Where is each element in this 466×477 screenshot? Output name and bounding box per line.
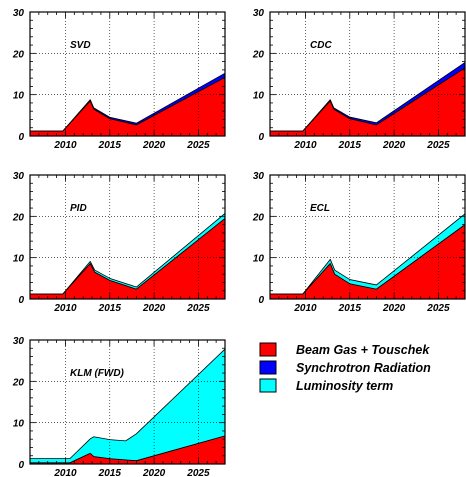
panel-title: SVD [70, 40, 91, 51]
x-tick-label: 2015 [338, 140, 362, 151]
y-tick-label: 10 [13, 419, 25, 430]
x-tick-label: 2015 [98, 303, 122, 314]
y-tick-label: 20 [252, 49, 265, 60]
y-tick-label: 20 [252, 212, 265, 223]
y-tick-label: 0 [258, 132, 264, 143]
x-tick-label: 2025 [186, 303, 210, 314]
y-tick-label: 0 [18, 460, 24, 471]
panel-pid: 2010 2015 2020 2025 0 10 20 30 PID [12, 171, 226, 314]
legend: Beam Gas + Touschek Synchrotron Radiation… [259, 342, 431, 393]
x-tick-label: 2020 [382, 140, 406, 151]
x-tick-label: 2015 [98, 468, 122, 477]
panel-title: ECL [310, 203, 330, 214]
x-tick-label: 2025 [186, 468, 210, 477]
panel-title: KLM (FWD) [70, 368, 125, 379]
x-tick-label: 2010 [53, 140, 77, 151]
legend-label: Synchrotron Radiation [296, 361, 431, 375]
plot-frame [29, 11, 226, 137]
plot-frame [29, 339, 226, 465]
area-beam-gas-touschek [270, 224, 465, 299]
x-tick-label: 2020 [142, 468, 166, 477]
area-luminosity-term [30, 348, 225, 464]
plot-frame [29, 174, 226, 300]
area-beam-gas-touschek [30, 218, 225, 299]
x-tick-label: 2010 [53, 468, 77, 477]
y-tick-label: 10 [253, 91, 265, 102]
y-tick-label: 10 [253, 254, 265, 265]
panel-title: PID [70, 203, 87, 214]
area-luminosity-term [30, 213, 225, 295]
x-tick-label: 2010 [293, 140, 317, 151]
area-synchrotron-radiation [30, 72, 225, 132]
area-luminosity-term [270, 213, 465, 295]
y-tick-label: 0 [18, 132, 24, 143]
legend-swatch [259, 378, 277, 393]
y-tick-label: 0 [258, 295, 264, 306]
area-synchrotron-radiation [270, 62, 465, 132]
x-tick-label: 2015 [98, 140, 122, 151]
y-tick-label: 20 [12, 212, 25, 223]
plot-frame [269, 11, 466, 137]
x-tick-label: 2025 [426, 140, 450, 151]
y-tick-label: 10 [13, 254, 25, 265]
x-tick-label: 2015 [338, 303, 362, 314]
area-beam-gas-touschek [30, 76, 225, 136]
y-tick-label: 10 [13, 91, 25, 102]
x-tick-label: 2010 [53, 303, 77, 314]
panel-title: CDC [310, 40, 332, 51]
x-tick-label: 2020 [382, 303, 406, 314]
panel-klm-fwd: 2010 2015 2020 2025 0 10 20 30 KLM (FWD) [12, 336, 226, 477]
panel-cdc: 2010 2015 2020 2025 0 10 20 30 CDC [252, 8, 466, 151]
panel-ecl: 2010 2015 2020 2025 0 10 20 30 ECL [252, 171, 466, 314]
y-tick-label: 20 [12, 49, 25, 60]
y-tick-label: 30 [13, 171, 25, 182]
x-tick-label: 2010 [293, 303, 317, 314]
y-tick-label: 30 [253, 171, 265, 182]
x-tick-label: 2020 [142, 140, 166, 151]
y-tick-label: 0 [18, 295, 24, 306]
y-tick-label: 30 [13, 336, 25, 347]
plot-frame [269, 174, 466, 300]
x-tick-label: 2025 [426, 303, 450, 314]
y-tick-label: 30 [253, 8, 265, 19]
legend-swatch [259, 360, 277, 375]
legend-swatch [259, 342, 277, 357]
panel-svd: 2010 2015 2020 2025 0 10 20 30 SVD [12, 8, 226, 151]
y-tick-label: 30 [13, 8, 25, 19]
legend-label: Beam Gas + Touschek [296, 343, 430, 357]
legend-label: Luminosity term [296, 379, 393, 393]
y-tick-label: 20 [12, 377, 25, 388]
x-tick-label: 2020 [142, 303, 166, 314]
x-tick-label: 2025 [186, 140, 210, 151]
area-beam-gas-touschek [270, 67, 465, 136]
